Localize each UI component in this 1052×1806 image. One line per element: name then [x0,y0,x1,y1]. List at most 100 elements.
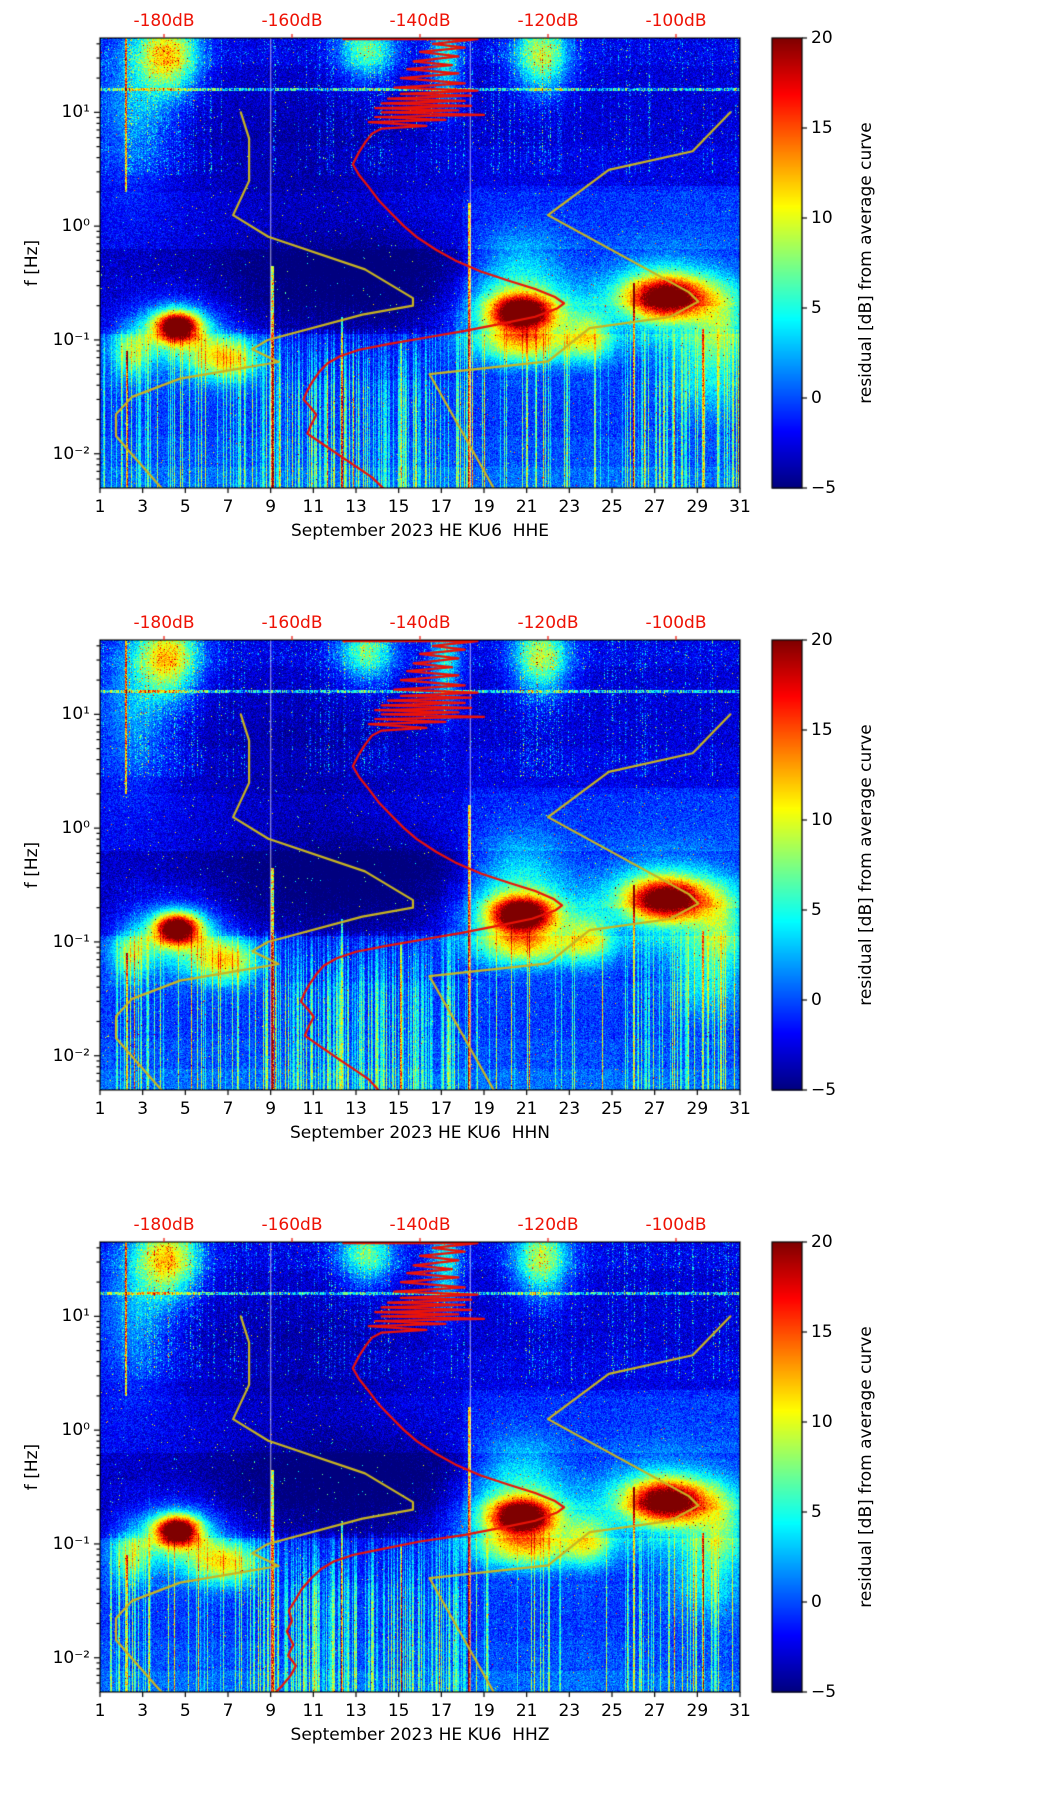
x-tick-label: 23 [558,1701,581,1721]
colorbar-tick-label: −5 [811,478,837,498]
x-tick-label: 17 [430,1099,453,1119]
y-tick-label: 10⁰ [61,216,90,237]
x-tick-label: 31 [729,1701,751,1721]
x-tick-label: 21 [515,497,538,517]
x-tick-label: 7 [222,1701,234,1721]
top-axis-db-label: -180dB [133,1215,195,1235]
top-axis-db-label: -160dB [261,1215,323,1235]
top-axis-db-label: -120dB [517,613,579,633]
x-tick-label: 9 [265,497,277,517]
x-axis-title: September 2023 HE KU6 HHN [289,1123,550,1143]
colorbar-tick-label: 15 [811,720,833,740]
x-tick-label: 31 [729,1099,751,1119]
colorbar-tick-label: −5 [811,1682,837,1702]
top-axis-db-label: -180dB [133,613,195,633]
y-tick-label: 10⁰ [61,818,90,839]
x-tick-label: 19 [473,1701,495,1721]
top-axis-db-label: -100dB [645,11,707,31]
x-tick-label: 9 [265,1701,277,1721]
x-tick-label: 13 [345,497,367,517]
x-tick-label: 5 [179,1701,191,1721]
y-tick-label: 10⁻¹ [52,329,90,350]
top-axis-db-label: -160dB [261,613,323,633]
x-tick-label: 29 [686,1701,709,1721]
x-tick-label: 21 [515,1701,538,1721]
x-tick-label: 11 [302,497,325,517]
x-tick-label: 29 [686,1099,709,1119]
x-tick-label: 3 [137,497,149,517]
colorbar-label: residual [dB] from average curve [856,724,876,1006]
colorbar-tick-label: 10 [811,208,833,228]
x-tick-label: 27 [643,497,666,517]
x-tick-label: 17 [430,1701,453,1721]
x-tick-label: 27 [643,1701,666,1721]
y-axis-label: f [Hz] [22,841,42,889]
colorbar-tick-label: 0 [811,388,822,408]
top-axis-db-label: -160dB [261,11,323,31]
x-tick-label: 29 [686,497,709,517]
y-tick-label: 10⁻¹ [52,931,90,952]
colorbar-tick-label: 15 [811,118,833,138]
axes-frame-canvas [0,1204,1052,1806]
colorbar-tick-label: 20 [811,630,833,650]
top-axis-db-label: -140dB [389,1215,451,1235]
x-tick-label: 25 [601,497,623,517]
y-tick-label: 10⁻² [52,1647,90,1668]
x-tick-label: 13 [345,1701,367,1721]
spectrogram-panel-HHE: -180dB -160dB -140dB -120dB -100dB 1 3 5 7 9 11 13 1… [0,0,1052,602]
x-tick-label: 17 [430,497,453,517]
colorbar-tick-label: 15 [811,1322,833,1342]
x-tick-label: 1 [94,1701,106,1721]
top-axis-db-label: -120dB [517,11,579,31]
x-axis-title: September 2023 HE KU6 HHZ [290,1725,550,1745]
y-tick-label: 10⁰ [61,1420,90,1441]
top-axis-db-label: -140dB [389,11,451,31]
x-tick-label: 1 [94,1099,106,1119]
axes-frame-canvas [0,602,1052,1204]
spectrogram-panel-HHN: -180dB -160dB -140dB -120dB -100dB 1 3 5 7 9 11 13 1… [0,602,1052,1204]
x-tick-label: 5 [179,497,191,517]
x-tick-label: 19 [473,497,495,517]
x-tick-label: 23 [558,497,581,517]
x-tick-label: 11 [302,1701,325,1721]
spectrogram-panel-HHZ: -180dB -160dB -140dB -120dB -100dB 1 3 5 7 9 11 13 1… [0,1204,1052,1806]
colorbar-tick-label: 5 [811,900,822,920]
x-tick-label: 3 [137,1099,149,1119]
x-tick-label: 1 [94,497,106,517]
top-axis-db-label: -100dB [645,1215,707,1235]
colorbar-tick-label: −5 [811,1080,837,1100]
x-tick-label: 7 [222,1099,234,1119]
x-tick-label: 27 [643,1099,666,1119]
colorbar-label: residual [dB] from average curve [856,1326,876,1608]
x-tick-label: 15 [387,1701,410,1721]
colorbar-tick-label: 20 [811,1232,833,1252]
colorbar-tick-label: 0 [811,1592,822,1612]
y-axis-label: f [Hz] [22,1443,42,1491]
colorbar-tick-label: 10 [811,1412,833,1432]
x-tick-label: 31 [729,497,751,517]
y-tick-label: 10⁻² [52,1045,90,1066]
x-tick-label: 5 [179,1099,191,1119]
x-tick-label: 23 [558,1099,581,1119]
top-axis-db-label: -100dB [645,613,707,633]
x-tick-label: 11 [302,1099,325,1119]
top-axis-db-label: -120dB [517,1215,579,1235]
colorbar-tick-label: 0 [811,990,822,1010]
colorbar-tick-label: 5 [811,298,822,318]
x-tick-label: 19 [473,1099,495,1119]
y-tick-label: 10⁻¹ [52,1533,90,1554]
x-tick-label: 25 [601,1099,623,1119]
y-tick-label: 10¹ [61,1306,90,1327]
x-tick-label: 9 [265,1099,277,1119]
top-axis-db-label: -180dB [133,11,195,31]
y-tick-label: 10¹ [61,102,90,123]
y-tick-label: 10⁻² [52,443,90,464]
colorbar-tick-label: 10 [811,810,833,830]
top-axis-db-label: -140dB [389,613,451,633]
x-tick-label: 15 [387,1099,410,1119]
colorbar-tick-label: 5 [811,1502,822,1522]
y-tick-label: 10¹ [61,704,90,725]
x-tick-label: 7 [222,497,234,517]
colorbar-label: residual [dB] from average curve [856,122,876,404]
